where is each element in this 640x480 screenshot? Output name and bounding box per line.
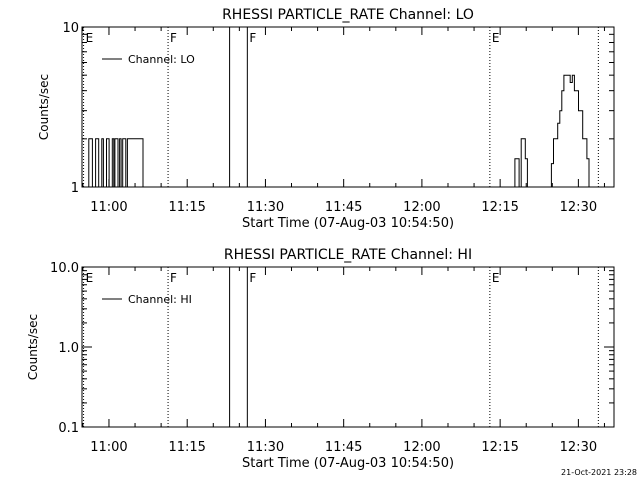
x-tick-label: 12:15 <box>481 200 518 215</box>
event-marker-label: F <box>170 271 177 285</box>
x-tick-label: 12:00 <box>403 440 440 455</box>
x-tick-label: 11:30 <box>247 440 284 455</box>
event-marker-label: E <box>492 31 500 45</box>
x-tick-label: 11:45 <box>325 200 362 215</box>
legend-entry: Channel: LO <box>128 53 195 66</box>
x-tick-label: 11:30 <box>247 200 284 215</box>
y-tick-label: 1.0 <box>58 341 79 356</box>
event-marker-label: E <box>86 271 94 285</box>
event-marker-label: F <box>249 31 256 45</box>
x-axis-label: Start Time (07-Aug-03 10:54:50) <box>242 456 454 471</box>
x-tick-label: 12:30 <box>560 200 597 215</box>
event-marker-label: E <box>492 271 500 285</box>
y-tick-label: 1 <box>71 181 79 196</box>
chart-panel-lo: RHESSI PARTICLE_RATE Channel: LO Counts/s… <box>37 7 615 231</box>
legend-entry: Channel: HI <box>128 293 192 306</box>
y-tick-label: 10.0 <box>50 261 79 276</box>
chart-title: RHESSI PARTICLE_RATE Channel: LO <box>222 7 474 23</box>
x-tick-label: 11:00 <box>90 200 127 215</box>
x-tick-label: 11:00 <box>90 440 127 455</box>
event-marker-label: E <box>86 31 94 45</box>
plot-frame <box>81 266 615 428</box>
x-tick-label: 11:45 <box>325 440 362 455</box>
plot-frame <box>81 26 615 188</box>
footer-timestamp: 21-Oct-2021 23:28 <box>561 468 637 477</box>
x-tick-label: 11:15 <box>168 440 205 455</box>
x-tick-label: 12:00 <box>403 200 440 215</box>
y-tick-label: 10 <box>62 21 79 36</box>
x-axis-label: Start Time (07-Aug-03 10:54:50) <box>242 216 454 231</box>
y-axis-label: Counts/sec <box>37 74 51 140</box>
x-tick-label: 12:30 <box>560 440 597 455</box>
x-tick-label: 11:15 <box>168 200 205 215</box>
x-tick-label: 12:15 <box>481 440 518 455</box>
y-tick-label: 0.1 <box>58 421 79 436</box>
chart-panel-hi: RHESSI PARTICLE_RATE Channel: HI Counts/s… <box>26 247 615 471</box>
y-axis-label: Counts/sec <box>26 314 40 380</box>
series-line-0 <box>83 74 596 188</box>
event-marker-label: F <box>170 31 177 45</box>
chart-panels: RHESSI PARTICLE_RATE Channel: LO Counts/s… <box>26 7 615 471</box>
chart-title: RHESSI PARTICLE_RATE Channel: HI <box>224 247 472 263</box>
event-marker-label: F <box>249 271 256 285</box>
